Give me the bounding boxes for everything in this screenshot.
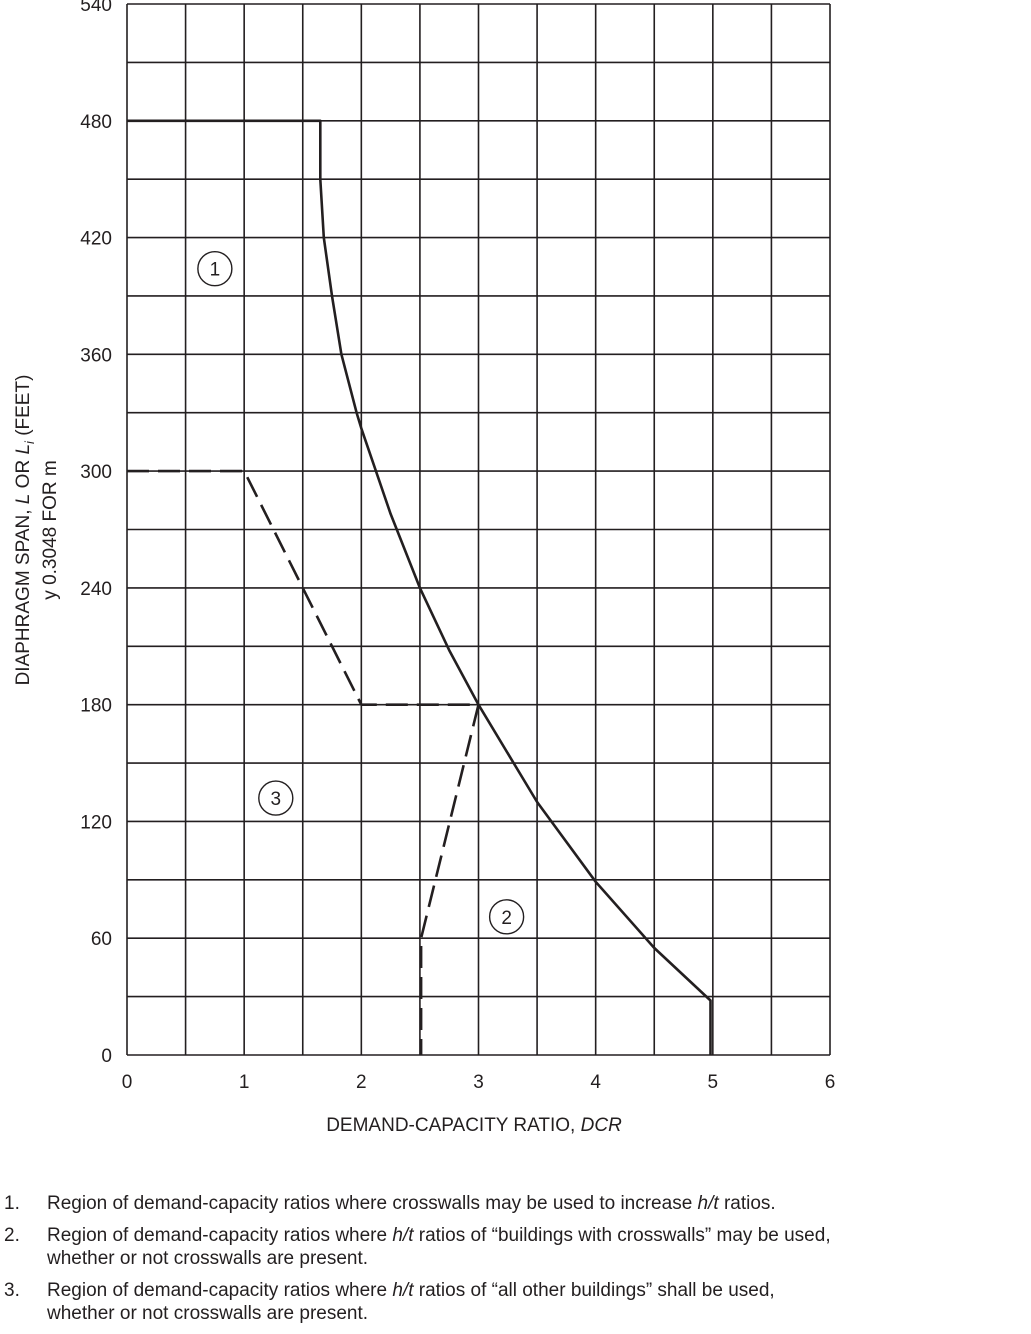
region-marker-label: 3 — [271, 789, 282, 810]
x-tick-label: 4 — [590, 1072, 601, 1093]
region-marker-label: 2 — [501, 908, 512, 929]
region-marker-circle — [488, 899, 525, 935]
note-number: 3. — [4, 1280, 20, 1301]
y-tick-label: 60 — [91, 929, 112, 950]
x-axis-label: DEMAND-CAPACITY RATIO, DCR — [326, 1115, 622, 1136]
note-text: Region of demand-capacity ratios where c… — [47, 1193, 776, 1214]
x-tick-label: 2 — [356, 1072, 367, 1093]
note-text: Region of demand-capacity ratios where h… — [47, 1225, 831, 1269]
note-1: 1. Region of demand-capacity ratios wher… — [0, 1192, 1031, 1215]
svg-text:DIAPHRAGM SPAN, L OR Li (FEET): DIAPHRAGM SPAN, L OR Li (FEET) — [13, 375, 37, 686]
region-marker-circle — [258, 780, 294, 816]
notes: 1. Region of demand-capacity ratios wher… — [0, 1192, 1031, 1334]
y-tick-label: 180 — [80, 696, 112, 717]
note-text: Region of demand-capacity ratios where h… — [47, 1280, 775, 1324]
note-number: 1. — [4, 1193, 20, 1214]
y-tick-label: 360 — [80, 345, 112, 366]
region-marker-circle — [197, 250, 233, 287]
y-tick-label: 420 — [80, 229, 112, 250]
x-tick-label: 1 — [239, 1072, 250, 1093]
y-axis-label: DIAPHRAGM SPAN, L OR Li (FEET) y 0.3048 … — [13, 375, 61, 686]
note-3: 3. Region of demand-capacity ratios wher… — [0, 1279, 1031, 1325]
dashed-boundary-line — [127, 469, 480, 1055]
region-labels: 1 3 2 — [197, 250, 525, 935]
x-tick-label: 6 — [825, 1072, 836, 1093]
y-tick-label: 540 — [80, 0, 112, 16]
grid — [126, 3, 831, 1056]
region-marker-label: 1 — [210, 260, 221, 281]
series-layer — [127, 119, 712, 1055]
note-2: 2. Region of demand-capacity ratios wher… — [0, 1224, 1031, 1270]
x-tick-label: 0 — [122, 1072, 133, 1093]
solid-boundary-curve — [127, 119, 712, 1055]
y-tick-label: 240 — [80, 579, 112, 600]
y-tick-label: 480 — [80, 112, 112, 133]
y-tick-label: 120 — [80, 812, 112, 833]
y-tick-label: 0 — [101, 1046, 112, 1067]
x-tick-label: 5 — [708, 1072, 719, 1093]
svg-text:y 0.3048 FOR m: y 0.3048 FOR m — [40, 460, 61, 599]
x-tick-label: 3 — [473, 1072, 484, 1093]
y-tick-label: 300 — [80, 462, 112, 483]
note-number: 2. — [4, 1225, 20, 1246]
